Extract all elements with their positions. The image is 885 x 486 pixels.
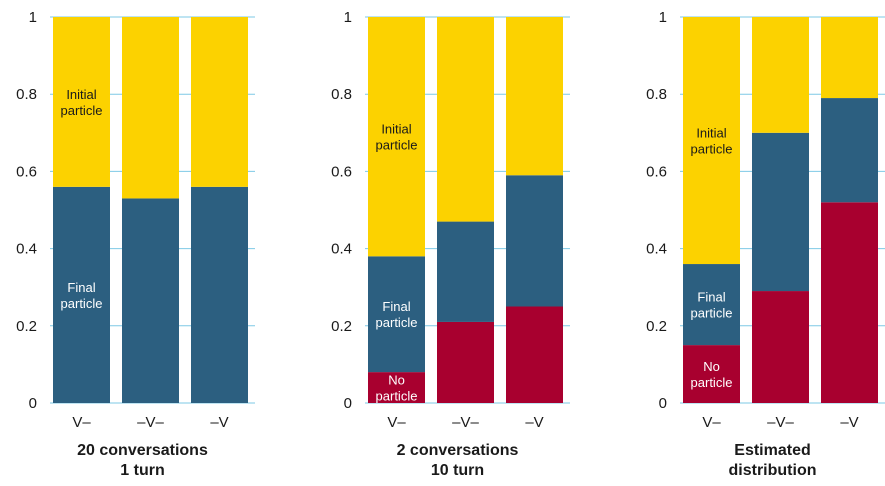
segment-label: Final particle xyxy=(376,299,418,330)
y-tick-label: 0.4 xyxy=(646,241,667,258)
x-tick-label: –V xyxy=(525,414,543,431)
bar-segment-final-particle xyxy=(191,186,248,403)
panel-title-line: 10 turn xyxy=(431,462,484,479)
segment-label-line: particle xyxy=(376,389,418,404)
y-tick-label: 1 xyxy=(344,9,352,26)
segment-label-line: Initial xyxy=(66,87,96,102)
segment-label-line: particle xyxy=(61,103,103,118)
segment-label-line: No xyxy=(703,359,720,374)
segment-label: Initial particle xyxy=(376,122,418,153)
segment-label-line: particle xyxy=(61,296,103,311)
x-tick-label: V– xyxy=(702,414,721,431)
y-tick-label: 0 xyxy=(29,395,37,412)
bar-segment-initial-particle xyxy=(122,17,179,199)
panel-title-line: 20 conversations xyxy=(77,442,208,459)
panel-title: Estimated distribution xyxy=(729,442,817,479)
bar-segment-initial-particle xyxy=(368,17,425,257)
bar-segment-final-particle xyxy=(437,221,494,322)
panel-title-line: distribution xyxy=(729,462,817,479)
segment-label-line: particle xyxy=(691,306,733,321)
y-tick-label: 1 xyxy=(659,9,667,26)
segment-label-line: Initial xyxy=(696,126,726,141)
bar-segment-no-particle xyxy=(683,345,740,403)
segment-label: No particle xyxy=(691,359,733,390)
segment-label: No particle xyxy=(376,373,418,404)
segment-label-line: No xyxy=(388,373,405,388)
x-tick-label: –V– xyxy=(767,414,794,431)
bar-segment-no-particle xyxy=(821,202,878,403)
y-tick-label: 1 xyxy=(29,9,37,26)
y-tick-label: 0.6 xyxy=(646,163,667,180)
bar-segment-no-particle xyxy=(506,306,563,403)
y-tick-label: 0.8 xyxy=(331,86,352,103)
segment-label-line: Final xyxy=(382,299,410,314)
panel-title: 20 conversations 1 turn xyxy=(77,442,208,479)
x-tick-label: –V xyxy=(840,414,858,431)
bar-segment-initial-particle xyxy=(821,17,878,99)
bar-segment-final-particle xyxy=(53,186,110,403)
segment-label-line: Final xyxy=(67,280,95,295)
bar-segment-no-particle xyxy=(752,291,809,403)
bar-segment-no-particle xyxy=(437,321,494,403)
segment-label-line: particle xyxy=(691,375,733,390)
y-tick-label: 0.4 xyxy=(16,241,37,258)
segment-label: Initial particle xyxy=(691,126,733,157)
panel-title-line: Estimated xyxy=(734,442,810,459)
segment-label-line: particle xyxy=(376,315,418,330)
bar-segment-initial-particle xyxy=(506,17,563,176)
bar-segment-initial-particle xyxy=(437,17,494,222)
y-tick-label: 0.8 xyxy=(16,86,37,103)
bar-segment-final-particle xyxy=(683,264,740,346)
bar-segment-final-particle xyxy=(122,198,179,403)
y-tick-label: 0 xyxy=(659,395,667,412)
bar-segment-final-particle xyxy=(752,132,809,292)
bar-segment-initial-particle xyxy=(683,17,740,265)
panel-title-line: 1 turn xyxy=(120,462,164,479)
segment-label-line: particle xyxy=(376,138,418,153)
bar-segment-no-particle xyxy=(368,372,425,403)
bar-segment-final-particle xyxy=(368,256,425,373)
bar-segment-initial-particle xyxy=(752,17,809,133)
bar-segment-final-particle xyxy=(506,175,563,307)
segment-label-line: Initial xyxy=(381,122,411,137)
segment-label: Initial particle xyxy=(61,87,103,118)
segment-label: Final particle xyxy=(61,280,103,311)
x-tick-label: –V– xyxy=(137,414,164,431)
bar-segment-initial-particle xyxy=(191,17,248,187)
segment-label: Final particle xyxy=(691,290,733,321)
x-tick-label: V– xyxy=(72,414,91,431)
panel-title: 2 conversations 10 turn xyxy=(397,442,519,479)
y-tick-label: 0.6 xyxy=(16,163,37,180)
segment-label-line: particle xyxy=(691,142,733,157)
y-tick-label: 0.6 xyxy=(331,163,352,180)
panel-title-line: 2 conversations xyxy=(397,442,519,459)
y-tick-label: 0 xyxy=(344,395,352,412)
bar-segment-initial-particle xyxy=(53,17,110,187)
x-tick-label: –V– xyxy=(452,414,479,431)
bar-segment-final-particle xyxy=(821,98,878,203)
y-tick-label: 0.2 xyxy=(646,318,667,335)
x-tick-label: V– xyxy=(387,414,406,431)
x-tick-label: –V xyxy=(210,414,228,431)
segment-label-line: Final xyxy=(697,290,725,305)
y-tick-label: 0.8 xyxy=(646,86,667,103)
y-tick-label: 0.4 xyxy=(331,241,352,258)
y-tick-label: 0.2 xyxy=(331,318,352,335)
y-tick-label: 0.2 xyxy=(16,318,37,335)
